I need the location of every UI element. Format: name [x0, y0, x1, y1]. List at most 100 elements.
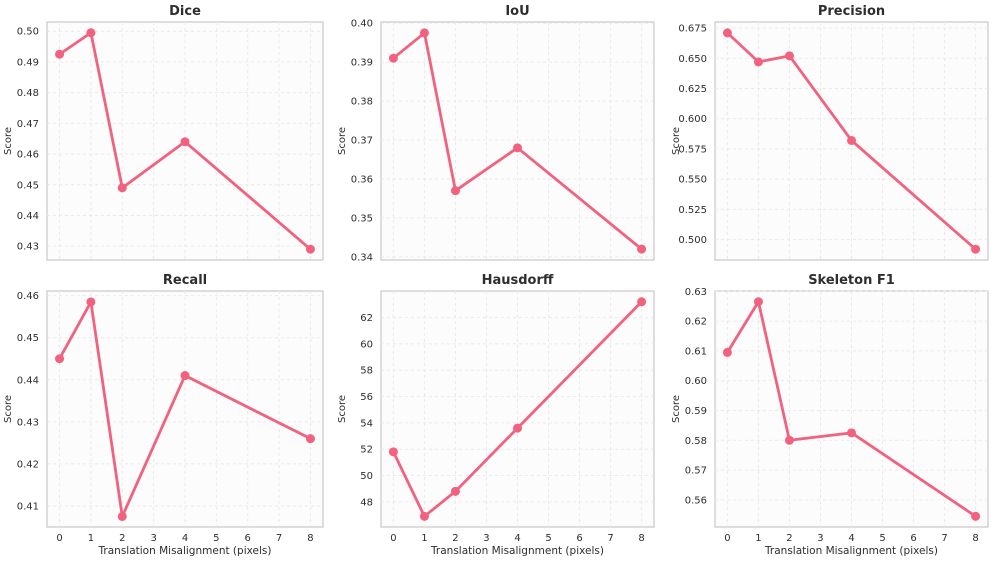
- y-tick-label: 0.60: [685, 376, 707, 387]
- subplot-title: Skeleton F1: [808, 273, 895, 288]
- subplot-title: IoU: [505, 4, 529, 19]
- y-axis-label: Score: [3, 395, 14, 423]
- y-tick-label: 0.62: [685, 317, 707, 328]
- x-tick-label: 1: [755, 533, 761, 544]
- data-point-marker: [450, 186, 460, 196]
- x-tick-label: 8: [638, 533, 644, 544]
- y-tick-label: 0.41: [17, 501, 39, 512]
- y-tick-label: 54: [360, 418, 373, 429]
- y-tick-label: 0.37: [351, 136, 373, 147]
- x-tick-label: 7: [607, 533, 613, 544]
- data-point-marker: [722, 347, 732, 357]
- x-tick-label: 7: [941, 533, 947, 544]
- data-point-marker: [305, 434, 315, 444]
- x-tick-label: 2: [452, 533, 458, 544]
- y-tick-label: 0.58: [685, 436, 707, 447]
- x-tick-label: 0: [724, 533, 730, 544]
- x-tick-label: 1: [88, 533, 94, 544]
- data-point-marker: [784, 435, 794, 445]
- axes-frame: [714, 290, 989, 528]
- data-point-marker: [753, 57, 763, 67]
- x-tick-label: 3: [483, 533, 489, 544]
- y-tick-label: 0.45: [17, 180, 39, 191]
- subplot-precision: 0.500 0.525 0.550 0.575 0.600 0.625 0.650 0.675…: [671, 4, 989, 261]
- y-tick-label: 0.57: [685, 466, 707, 477]
- y-tick-label: 0.48: [17, 88, 39, 99]
- y-tick-label: 0.43: [17, 242, 39, 253]
- y-axis-label: Score: [3, 127, 14, 155]
- y-tick-label: 0.675: [678, 24, 707, 35]
- x-tick-label: 4: [848, 533, 854, 544]
- y-axis-label: Score: [337, 127, 348, 155]
- data-point-marker: [722, 28, 732, 38]
- y-tick-label: 58: [360, 366, 373, 377]
- y-axis-label: Score: [671, 395, 682, 423]
- y-tick-label: 0.45: [17, 333, 39, 344]
- y-tick-label: 0.625: [678, 84, 707, 95]
- data-point-marker: [971, 244, 981, 254]
- y-tick-label: 52: [360, 445, 373, 456]
- y-tick-label: 0.59: [685, 406, 707, 417]
- y-tick-label: 48: [360, 497, 373, 508]
- y-tick-label: 0.525: [678, 205, 707, 216]
- subplot-title: Hausdorff: [482, 273, 554, 288]
- data-point-marker: [513, 423, 522, 433]
- y-tick-label: 0.61: [685, 346, 707, 357]
- data-point-marker: [180, 371, 190, 381]
- x-tick-label: 6: [245, 533, 251, 544]
- subplot-recall: 0.41 0.42 0.43 0.44 0.45 0.46 0 1 2 3 4 5 6 7 8 Recall S…: [3, 273, 324, 557]
- data-point-marker: [305, 244, 315, 254]
- y-tick-label: 0.38: [351, 97, 373, 108]
- y-axis-label: Score: [671, 127, 682, 155]
- y-tick-label: 0.35: [351, 213, 373, 224]
- x-tick-label: 8: [307, 533, 313, 544]
- data-point-marker: [847, 428, 856, 438]
- x-tick-label: 2: [786, 533, 792, 544]
- x-axis-label: Translation Misalignment (pixels): [764, 545, 938, 557]
- data-point-marker: [637, 297, 647, 307]
- y-tick-label: 0.600: [678, 114, 707, 125]
- y-tick-label: 0.56: [685, 495, 707, 506]
- y-tick-label: 0.47: [17, 119, 39, 130]
- data-point-marker: [180, 137, 190, 147]
- y-tick-label: 50: [360, 471, 373, 482]
- x-tick-label: 4: [514, 533, 520, 544]
- subplot-skeleton-f1: 0.56 0.57 0.58 0.59 0.60 0.61 0.62 0.63 0 1 2 3 4 5 6 7…: [671, 273, 989, 557]
- y-tick-label: 0.43: [17, 417, 39, 428]
- y-tick-label: 0.46: [17, 291, 39, 302]
- subplot-dice: 0.43 0.44 0.45 0.46 0.47 0.48 0.49 0.50 Dice Scor…: [3, 4, 324, 261]
- y-tick-label: 0.44: [17, 211, 39, 222]
- subplot-title: Recall: [163, 273, 207, 288]
- x-axis-label: Translation Misalignment (pixels): [430, 545, 604, 557]
- y-tick-label: 0.575: [678, 144, 707, 155]
- y-tick-label: 0.650: [678, 54, 707, 65]
- data-point-marker: [450, 486, 460, 496]
- y-tick-label: 62: [360, 313, 373, 324]
- y-tick-label: 0.49: [17, 57, 39, 68]
- data-point-marker: [513, 143, 522, 153]
- y-tick-label: 0.44: [17, 375, 39, 386]
- x-tick-label: 1: [421, 533, 427, 544]
- y-tick-label: 0.63: [685, 287, 707, 298]
- data-point-marker: [753, 297, 763, 307]
- x-axis-label: Translation Misalignment (pixels): [98, 545, 272, 557]
- y-tick-label: 0.40: [351, 19, 373, 30]
- y-tick-label: 0.50: [17, 27, 39, 38]
- subplot-title: Dice: [169, 4, 201, 19]
- x-tick-label: 5: [213, 533, 219, 544]
- x-tick-label: 5: [545, 533, 551, 544]
- x-tick-label: 5: [879, 533, 885, 544]
- data-point-marker: [847, 135, 856, 145]
- axes-frame: [380, 290, 655, 528]
- x-tick-label: 0: [390, 533, 396, 544]
- data-point-marker: [55, 49, 65, 59]
- data-point-marker: [117, 183, 127, 193]
- x-tick-label: 7: [276, 533, 282, 544]
- data-point-marker: [419, 28, 429, 38]
- data-point-marker: [388, 53, 398, 63]
- y-tick-label: 0.36: [351, 174, 373, 185]
- x-tick-label: 3: [150, 533, 156, 544]
- data-point-marker: [784, 51, 794, 61]
- data-point-marker: [86, 28, 96, 38]
